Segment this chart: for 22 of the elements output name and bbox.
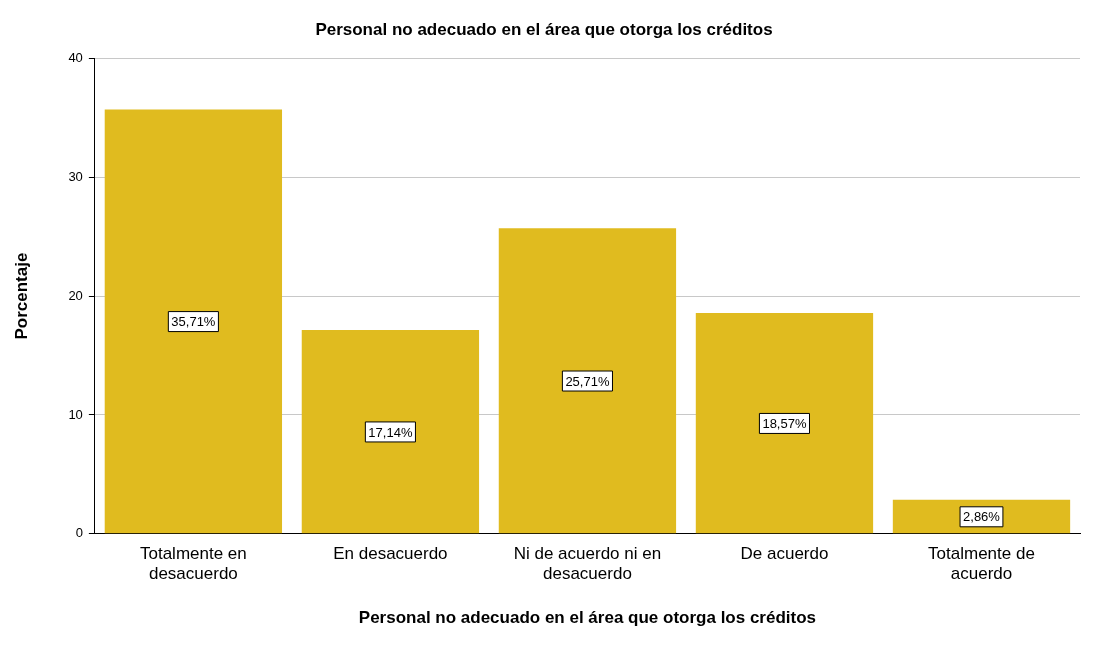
data-label: 17,14% [368,424,413,440]
y-tick-label: 0 [75,525,83,541]
y-tick-label: 40 [68,49,83,65]
y-tick-label: 20 [68,287,83,303]
data-label: 2,86% [963,509,1001,525]
data-label: 25,71% [565,373,610,389]
y-axis-title: Porcentaje [11,252,31,340]
bar [498,228,677,534]
x-tick-label: De acuerdo [740,543,829,563]
bar [104,109,283,534]
chart-title: Personal no adecuado en el área que otorga los créditos [315,19,773,39]
bar [695,313,874,534]
x-tick-label: Totalmente en desacuerdo [139,543,247,584]
x-tick-label: Totalmente de acuerdo [928,543,1035,584]
x-tick-label: Ni de acuerdo ni en desacuerdo [513,543,662,584]
x-tick-label: En desacuerdo [333,543,448,563]
y-tick-label: 30 [68,168,83,184]
x-axis-title: Personal no adecuado en el área que otorga los créditos [358,608,817,628]
data-label: 18,57% [762,416,807,432]
y-tick-label: 10 [68,406,83,422]
bar [301,330,480,534]
data-label: 35,71% [171,314,216,330]
